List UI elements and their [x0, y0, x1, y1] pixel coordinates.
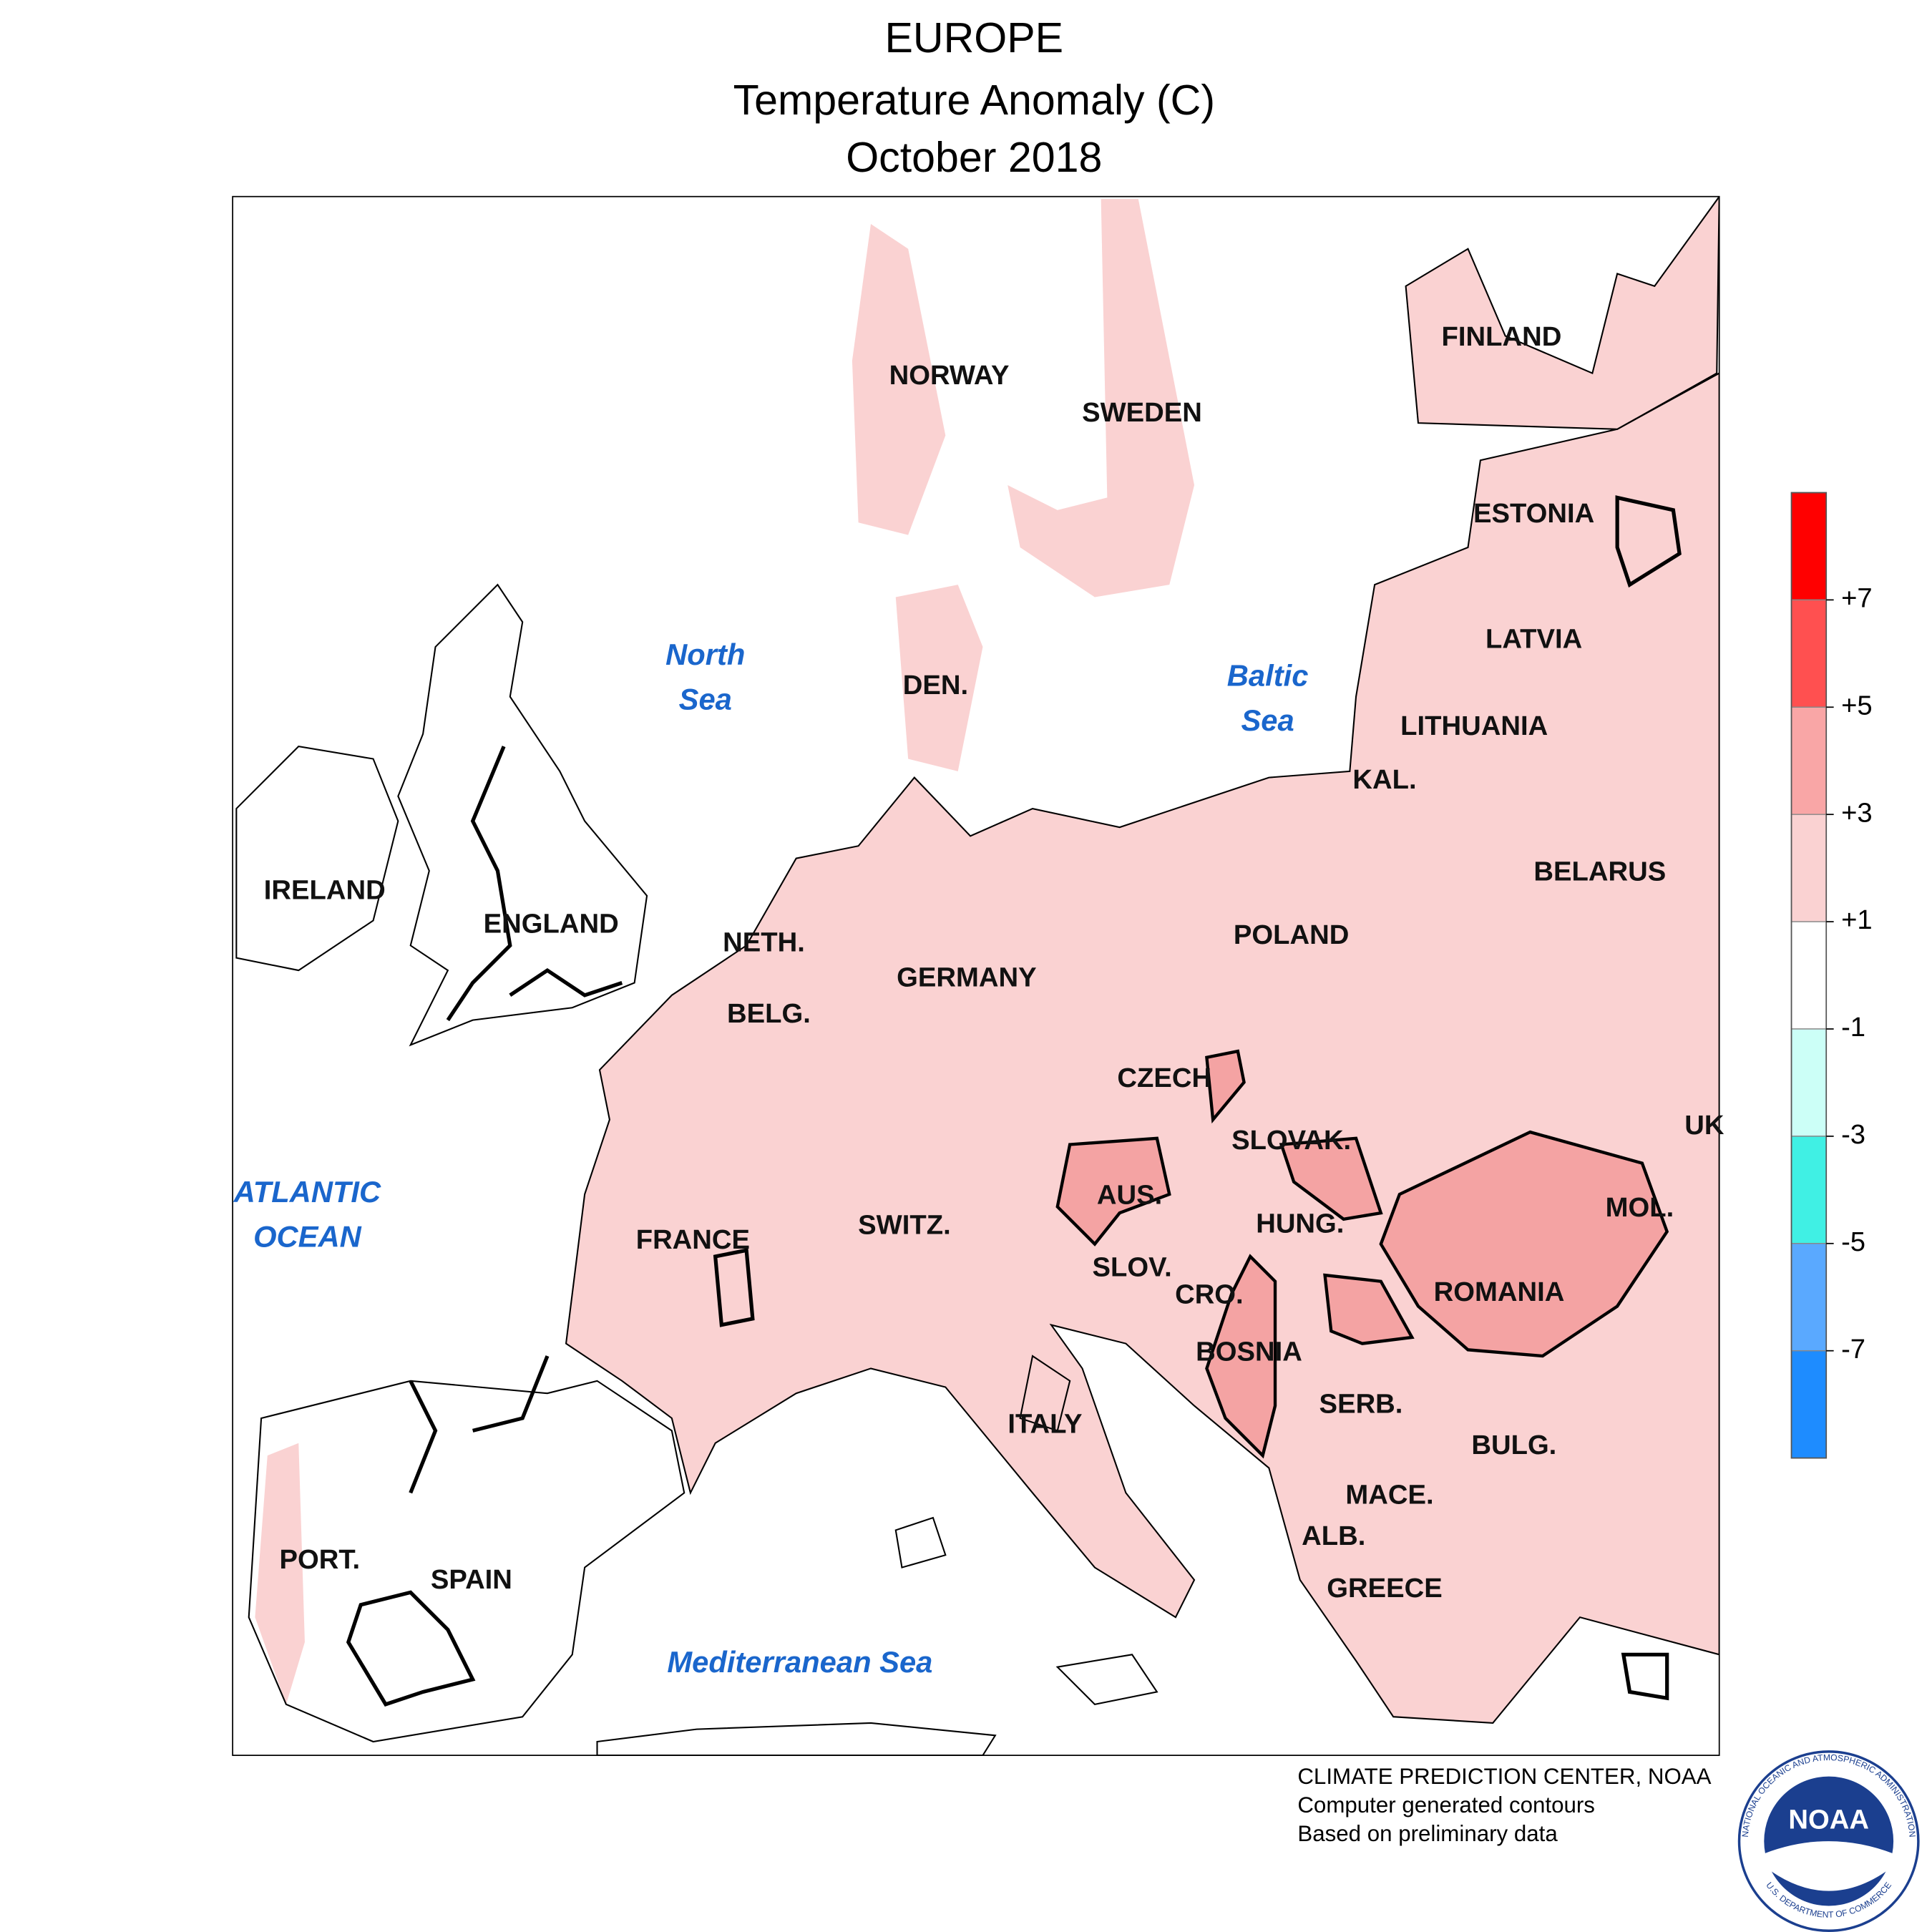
contour — [1615, 495, 1682, 588]
colorbar-bin — [1790, 599, 1827, 708]
country-label: NETH. — [723, 927, 805, 958]
coastline — [894, 1355, 1158, 1705]
country-label: IRELAND — [264, 875, 386, 906]
country-label: HUNG. — [1256, 1209, 1344, 1239]
country-label: ENGLAND — [484, 909, 619, 940]
anomaly-area — [895, 585, 983, 771]
credit: Computer generated contours — [1297, 1792, 1595, 1818]
noaa-logo: NOAA NATIONAL OCEANIC AND ATMOSPHERIC AD… — [1737, 1750, 1920, 1932]
sea-labels: North Sea Baltic Sea ATLANTIC OCEAN Mediterran… — [233, 638, 1309, 1679]
country-label: FINLAND — [1442, 321, 1562, 352]
logo-bird — [1764, 1841, 1894, 1891]
anomaly-area-strong — [1055, 1136, 1171, 1246]
country-label: ITALY — [1008, 1408, 1082, 1439]
anomaly-area-strong — [1205, 1254, 1277, 1459]
title: EUROPE — [884, 14, 1063, 62]
country-label: MACE. — [1345, 1480, 1433, 1511]
sea-label: Baltic — [1227, 659, 1309, 693]
colorbar-frame — [1790, 492, 1828, 1459]
colorbar-tick-label: -7 — [1841, 1334, 1865, 1365]
country-label: SWITZ. — [858, 1209, 951, 1240]
colorbar-tick-label: +3 — [1841, 797, 1873, 828]
country-label: BULG. — [1471, 1430, 1556, 1460]
credit: Based on preliminary data — [1297, 1821, 1558, 1846]
anomaly-area-strong — [1279, 1136, 1383, 1221]
country-label: CZECH — [1117, 1063, 1211, 1093]
country-label: SERB. — [1319, 1389, 1403, 1420]
colorbar-bin — [1790, 814, 1827, 922]
map — [233, 196, 1719, 1756]
sea-label: ATLANTIC — [233, 1175, 381, 1209]
coastline — [248, 1380, 686, 1743]
period: October 2018 — [846, 133, 1102, 181]
country-label: LATVIA — [1485, 623, 1582, 654]
subtitle: Temperature Anomaly (C) — [733, 76, 1215, 124]
colorbar-bin — [1790, 492, 1827, 601]
sea-label: Sea — [1241, 703, 1294, 737]
colorbar-bin — [1790, 1350, 1827, 1459]
sea-label: OCEAN — [253, 1220, 362, 1254]
colorbar-tick-label: -1 — [1841, 1012, 1865, 1043]
anomaly-area-strong — [1379, 1130, 1669, 1358]
colorbar-bin — [1790, 1243, 1827, 1352]
anomaly-area — [565, 372, 1719, 1724]
country-label: MOL. — [1606, 1192, 1674, 1223]
country-label: PORT. — [280, 1544, 361, 1575]
country-label: KAL. — [1352, 764, 1416, 795]
colorbar-bin — [1790, 1136, 1827, 1244]
sea-label: North — [665, 638, 745, 671]
country-label: ROMANIA — [1434, 1277, 1565, 1307]
country-label: ESTONIA — [1473, 498, 1594, 529]
coastline — [397, 583, 648, 1047]
country-label: GERMANY — [897, 962, 1036, 992]
colorbar-bin — [1790, 1028, 1827, 1137]
coastline — [235, 746, 399, 972]
country-label: CRO. — [1175, 1279, 1244, 1310]
credit: CLIMATE PREDICTION CENTER, NOAA — [1297, 1764, 1711, 1789]
country-label: UK — [1684, 1110, 1724, 1141]
country-label: AUS. — [1097, 1180, 1162, 1211]
map-frame — [232, 195, 1720, 1756]
country-label: DEN. — [903, 670, 968, 701]
anomaly-area-strong — [1323, 1273, 1415, 1345]
contour — [346, 1590, 476, 1707]
anomaly-area — [1008, 199, 1195, 597]
logo-text: NOAA — [1788, 1805, 1869, 1835]
country-label: SLOVAK. — [1231, 1125, 1351, 1156]
contour — [446, 746, 623, 1022]
country-label: BOSNIA — [1196, 1337, 1302, 1367]
colorbar-tick-label: +7 — [1841, 582, 1873, 613]
country-label: SLOV. — [1092, 1252, 1171, 1282]
sea-label: Sea — [679, 683, 732, 716]
country-label: NORWAY — [889, 360, 1010, 391]
sea-label: Mediterranean Sea — [667, 1645, 932, 1679]
colorbar-tick-label: +5 — [1841, 690, 1873, 721]
colorbar-tick-label: +1 — [1841, 904, 1873, 935]
country-label: POLAND — [1234, 919, 1349, 950]
country-label: SPAIN — [431, 1564, 512, 1595]
country-label: BELG. — [727, 998, 811, 1029]
colorbar-bin — [1790, 706, 1827, 815]
anomaly-area — [255, 1443, 305, 1704]
colorbar-tick-label: -5 — [1841, 1226, 1865, 1257]
anomaly-area — [852, 223, 946, 535]
colorbar-bin — [1790, 921, 1827, 1030]
colorbar-tick-label: -3 — [1841, 1119, 1865, 1150]
colorbar: +7 +5 +3 +1 -1 -3 -5 -7 — [1790, 492, 1873, 1459]
contour — [713, 1248, 1669, 1701]
coastline — [596, 1722, 997, 1756]
country-label: SWEDEN — [1082, 397, 1202, 428]
anomaly-area — [1405, 196, 1719, 430]
contour — [409, 1355, 550, 1494]
country-labels: NORWAY SWEDEN FINLAND ESTONIA LATVIA LITHUANI… — [264, 321, 1724, 1604]
country-label: BELARUS — [1533, 857, 1666, 887]
country-label: ALB. — [1302, 1521, 1365, 1551]
anomaly-area-strong — [1205, 1049, 1246, 1124]
country-label: GREECE — [1327, 1573, 1442, 1604]
country-label: LITHUANIA — [1400, 711, 1548, 741]
country-label: FRANCE — [636, 1224, 750, 1255]
